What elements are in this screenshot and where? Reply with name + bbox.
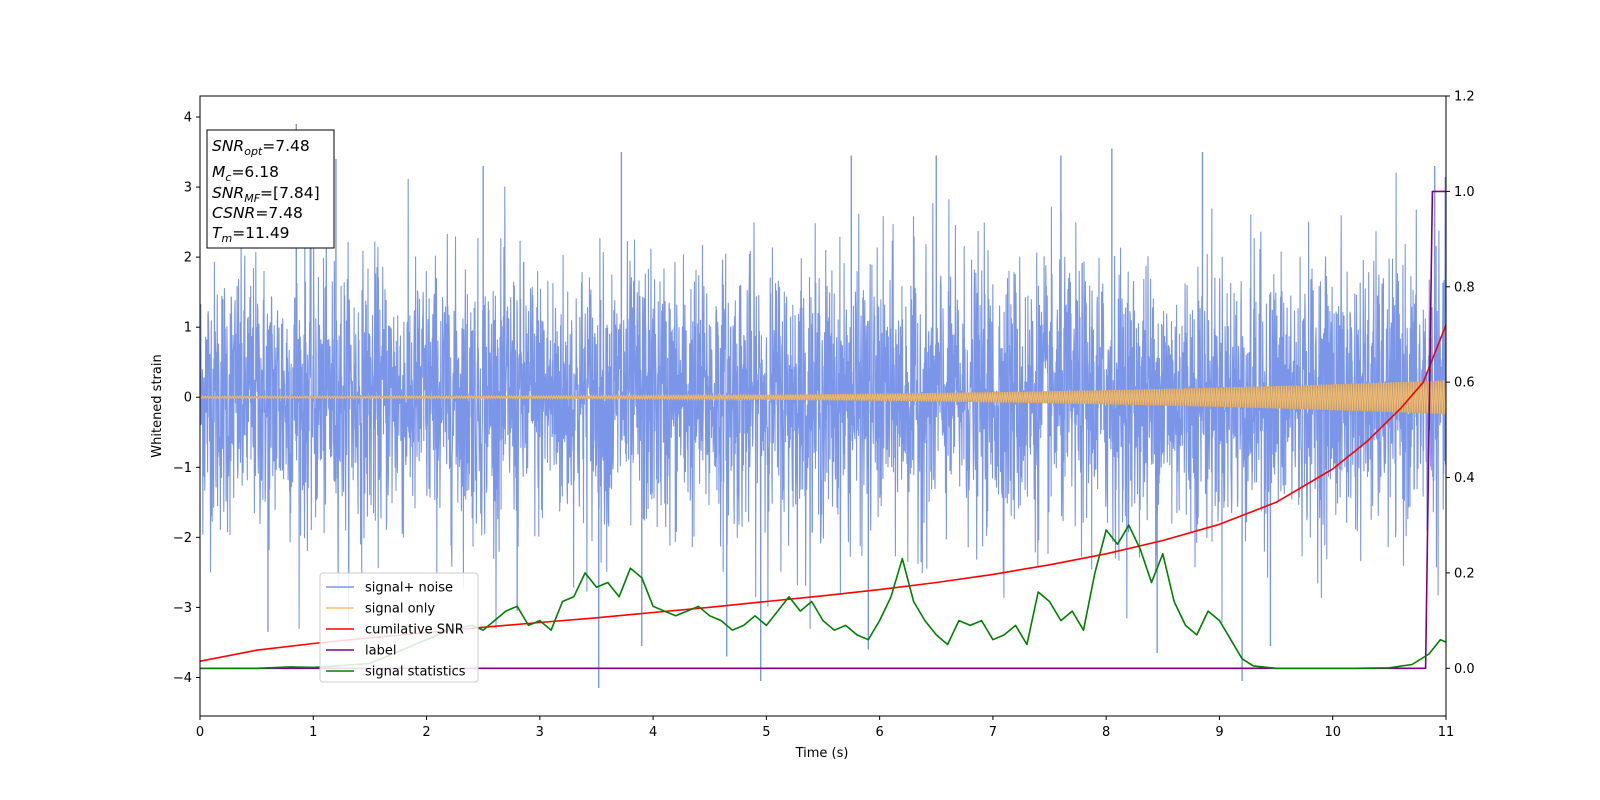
- info-mc: Mc=6.18: [212, 163, 279, 184]
- y-axis-label: Whitened strain: [150, 354, 165, 457]
- y-axis-left: 4 3 2 1 0 −1 −2 −3 −4: [173, 111, 200, 686]
- x-tick-label: 3: [536, 725, 544, 740]
- x-tick-label: 6: [875, 725, 883, 740]
- x-tick-label: 5: [762, 725, 770, 740]
- x-tick-label: 1: [309, 725, 317, 740]
- y-tick-label: 3: [184, 181, 192, 196]
- signal-only-series: [200, 380, 1446, 415]
- y-tick-label: −3: [173, 601, 192, 616]
- info-box: SNRopt=7.48 Mc=6.18 SNRMF=[7.84] CSNR=7.…: [206, 129, 335, 249]
- y-tick-label: 4: [184, 111, 192, 126]
- legend-label-cumilative-snr: cumilative SNR: [365, 623, 464, 638]
- x-tick-label: 7: [989, 725, 997, 740]
- y2-tick-label: 0.0: [1454, 662, 1475, 677]
- y-tick-label: 1: [184, 321, 192, 336]
- y2-tick-label: 0.2: [1454, 566, 1475, 581]
- x-axis-label: Time (s): [795, 746, 849, 761]
- info-csnr: CSNR=7.48: [212, 204, 303, 222]
- legend: signal+ noise signal only cumilative SNR la…: [319, 572, 479, 683]
- x-axis: 0 1 2 3 4 5 6 7 8 9 10 11: [196, 716, 1454, 740]
- x-tick-label: 8: [1102, 725, 1110, 740]
- y-tick-label: 0: [184, 391, 192, 406]
- info-box-frame: [206, 129, 335, 249]
- legend-frame: [319, 572, 479, 683]
- y2-tick-label: 1.0: [1454, 185, 1475, 200]
- info-snr-opt: SNRopt=7.48: [212, 137, 310, 158]
- y-tick-label: −2: [173, 531, 192, 546]
- y-tick-label: 2: [184, 251, 192, 266]
- y-axis-right: 1.2 1.0 0.8 0.6 0.4 0.2 0.0: [1446, 90, 1475, 677]
- x-tick-label: 10: [1324, 725, 1341, 740]
- signal-noise-line: [200, 172, 1446, 629]
- x-tick-label: 2: [422, 725, 430, 740]
- x-tick-label: 0: [196, 725, 204, 740]
- y-tick-label: −1: [173, 461, 192, 476]
- y-tick-label: −4: [173, 671, 192, 686]
- legend-items: signal+ noise signal only cumilative SNR la…: [326, 581, 466, 680]
- x-tick-label: 9: [1215, 725, 1223, 740]
- legend-label-signal-statistics: signal statistics: [365, 665, 466, 680]
- x-tick-label: 11: [1438, 725, 1455, 740]
- signal-only-line: [200, 380, 1446, 415]
- label-line: [200, 190, 1446, 670]
- x-tick-label: 4: [649, 725, 657, 740]
- legend-label-signal-only: signal only: [365, 602, 435, 617]
- signal-noise-series: [200, 124, 1446, 688]
- signal-statistics-line: [200, 524, 1446, 670]
- y2-tick-label: 0.4: [1454, 471, 1475, 486]
- legend-label-signal-noise: signal+ noise: [365, 581, 453, 596]
- plot-frame: [199, 95, 1447, 717]
- info-tm: Tm=11.49: [212, 224, 290, 245]
- y2-tick-label: 0.8: [1454, 280, 1475, 295]
- y2-tick-label: 0.6: [1454, 376, 1475, 391]
- y2-tick-label: 1.2: [1454, 90, 1475, 105]
- info-snr-mf: SNRMF=[7.84]: [212, 184, 320, 205]
- signal-only-band: [200, 380, 1446, 415]
- legend-label-label: label: [365, 644, 396, 659]
